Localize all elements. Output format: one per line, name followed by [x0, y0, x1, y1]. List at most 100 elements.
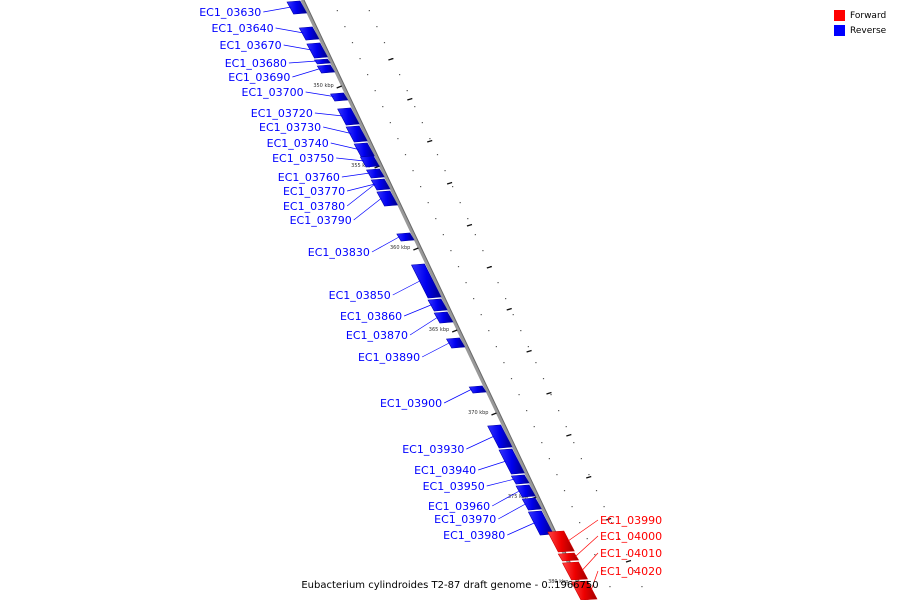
gene-label[interactable]: EC1_03680: [225, 57, 287, 70]
leader-line: [330, 142, 359, 150]
gene-label[interactable]: EC1_03690: [228, 71, 290, 84]
reverse-gene[interactable]: [286, 0, 308, 15]
gene-label[interactable]: EC1_03730: [259, 121, 321, 134]
guide-dot: [427, 202, 429, 204]
reverse-gene[interactable]: [487, 424, 513, 449]
guide-dot: [609, 586, 611, 588]
reverse-gene[interactable]: [446, 337, 466, 349]
gene-label[interactable]: EC1_04020: [600, 565, 662, 578]
gene-label[interactable]: EC1_03750: [272, 152, 334, 165]
guide-dot: [495, 346, 497, 348]
guide-dot: [520, 330, 522, 332]
guide-dot: [626, 554, 628, 556]
reverse-gene[interactable]: [411, 263, 442, 299]
gene-label[interactable]: EC1_03870: [346, 329, 408, 342]
dotted-guides: [336, 10, 643, 588]
gene-label[interactable]: EC1_03990: [600, 514, 662, 527]
gene-label[interactable]: EC1_03860: [340, 310, 402, 323]
gene-label[interactable]: EC1_03900: [380, 397, 442, 410]
gene-label[interactable]: EC1_03960: [428, 500, 490, 513]
guide-dot: [404, 154, 407, 156]
gene-label[interactable]: EC1_03720: [251, 107, 313, 120]
reverse-swatch-icon: [834, 25, 845, 36]
reverse-gene[interactable]: [359, 155, 380, 168]
tick-label: 380 kbp: [548, 579, 568, 585]
guide-dot: [457, 266, 460, 268]
guide-dot: [579, 522, 581, 524]
gene-label[interactable]: EC1_03940: [414, 464, 476, 477]
tick-mark: [413, 247, 419, 251]
leader-line: [336, 157, 365, 162]
reverse-gene[interactable]: [521, 497, 542, 511]
guide-dot: [556, 474, 558, 476]
gene-label[interactable]: EC1_04010: [600, 547, 662, 560]
gene-label[interactable]: EC1_03930: [402, 443, 464, 456]
gene-label[interactable]: EC1_03980: [443, 529, 505, 542]
reverse-gene[interactable]: [337, 107, 360, 126]
guide-dash: [566, 433, 572, 437]
reverse-gene[interactable]: [298, 26, 320, 41]
gene-label[interactable]: EC1_03740: [267, 137, 329, 150]
reverse-gene[interactable]: [330, 92, 349, 102]
reverse-gene[interactable]: [316, 64, 336, 74]
guide-dot: [359, 58, 361, 60]
reverse-gene[interactable]: [515, 484, 536, 498]
gene-label[interactable]: EC1_03780: [283, 200, 345, 213]
gene-label[interactable]: EC1_03760: [278, 171, 340, 184]
map-title: Eubacterium cylindroides T2-87 draft gen…: [301, 580, 598, 591]
guide-dot: [594, 554, 596, 556]
leader-line: [409, 316, 439, 336]
reverse-gene[interactable]: [313, 58, 331, 65]
guide-dot: [497, 282, 499, 284]
reverse-gene[interactable]: [427, 298, 448, 312]
guide-dot: [435, 218, 437, 220]
guide-dot: [480, 314, 482, 316]
guide-dot: [382, 106, 384, 108]
reverse-gene[interactable]: [510, 474, 530, 485]
gene-label[interactable]: EC1_03670: [220, 39, 282, 52]
forward-gene[interactable]: [571, 580, 598, 600]
guide-dot: [412, 170, 414, 172]
gene-label[interactable]: EC1_03890: [358, 351, 420, 364]
guide-dot: [367, 74, 369, 76]
reverse-gene[interactable]: [353, 142, 375, 158]
leader-line: [275, 27, 304, 34]
gene-label[interactable]: EC1_03830: [308, 246, 370, 259]
reverse-gene[interactable]: [366, 168, 385, 179]
genome-backbone: [300, 0, 588, 600]
leader-line: [392, 280, 421, 296]
guide-dot: [550, 394, 552, 396]
leader-line: [421, 342, 451, 358]
gene-label[interactable]: EC1_03770: [283, 185, 345, 198]
gene-label[interactable]: EC1_03700: [242, 86, 304, 99]
guide-dash: [605, 517, 612, 521]
forward-gene[interactable]: [547, 530, 575, 553]
guide-dot: [580, 458, 582, 460]
tick-label: 365 kbp: [429, 327, 449, 333]
guide-dot: [571, 506, 573, 508]
guide-dot: [406, 90, 408, 92]
reverse-gene[interactable]: [433, 311, 454, 324]
reverse-gene[interactable]: [396, 232, 415, 242]
guide-dash: [446, 181, 453, 185]
gene-label[interactable]: EC1_03850: [329, 289, 391, 302]
forward-gene[interactable]: [557, 552, 580, 562]
gene-label[interactable]: EC1_03630: [199, 6, 261, 19]
reverse-gene[interactable]: [498, 448, 525, 475]
gene-label[interactable]: EC1_03950: [423, 480, 485, 493]
gene-label[interactable]: EC1_03640: [211, 22, 273, 35]
gene-label[interactable]: EC1_04000: [600, 530, 662, 543]
guide-dot: [344, 26, 346, 28]
reverse-gene[interactable]: [345, 125, 368, 143]
tick-label: 360 kbp: [390, 245, 410, 251]
reverse-gene[interactable]: [306, 42, 328, 59]
gene-label[interactable]: EC1_03970: [434, 513, 496, 526]
reverse-gene[interactable]: [468, 385, 487, 394]
leader-line: [507, 522, 536, 536]
guide-dot: [399, 74, 401, 76]
forward-gene[interactable]: [562, 561, 588, 581]
guide-dot: [474, 234, 476, 236]
gene-label[interactable]: EC1_03790: [290, 214, 352, 227]
reverse-gene[interactable]: [376, 190, 398, 207]
reverse-gene[interactable]: [370, 178, 391, 191]
